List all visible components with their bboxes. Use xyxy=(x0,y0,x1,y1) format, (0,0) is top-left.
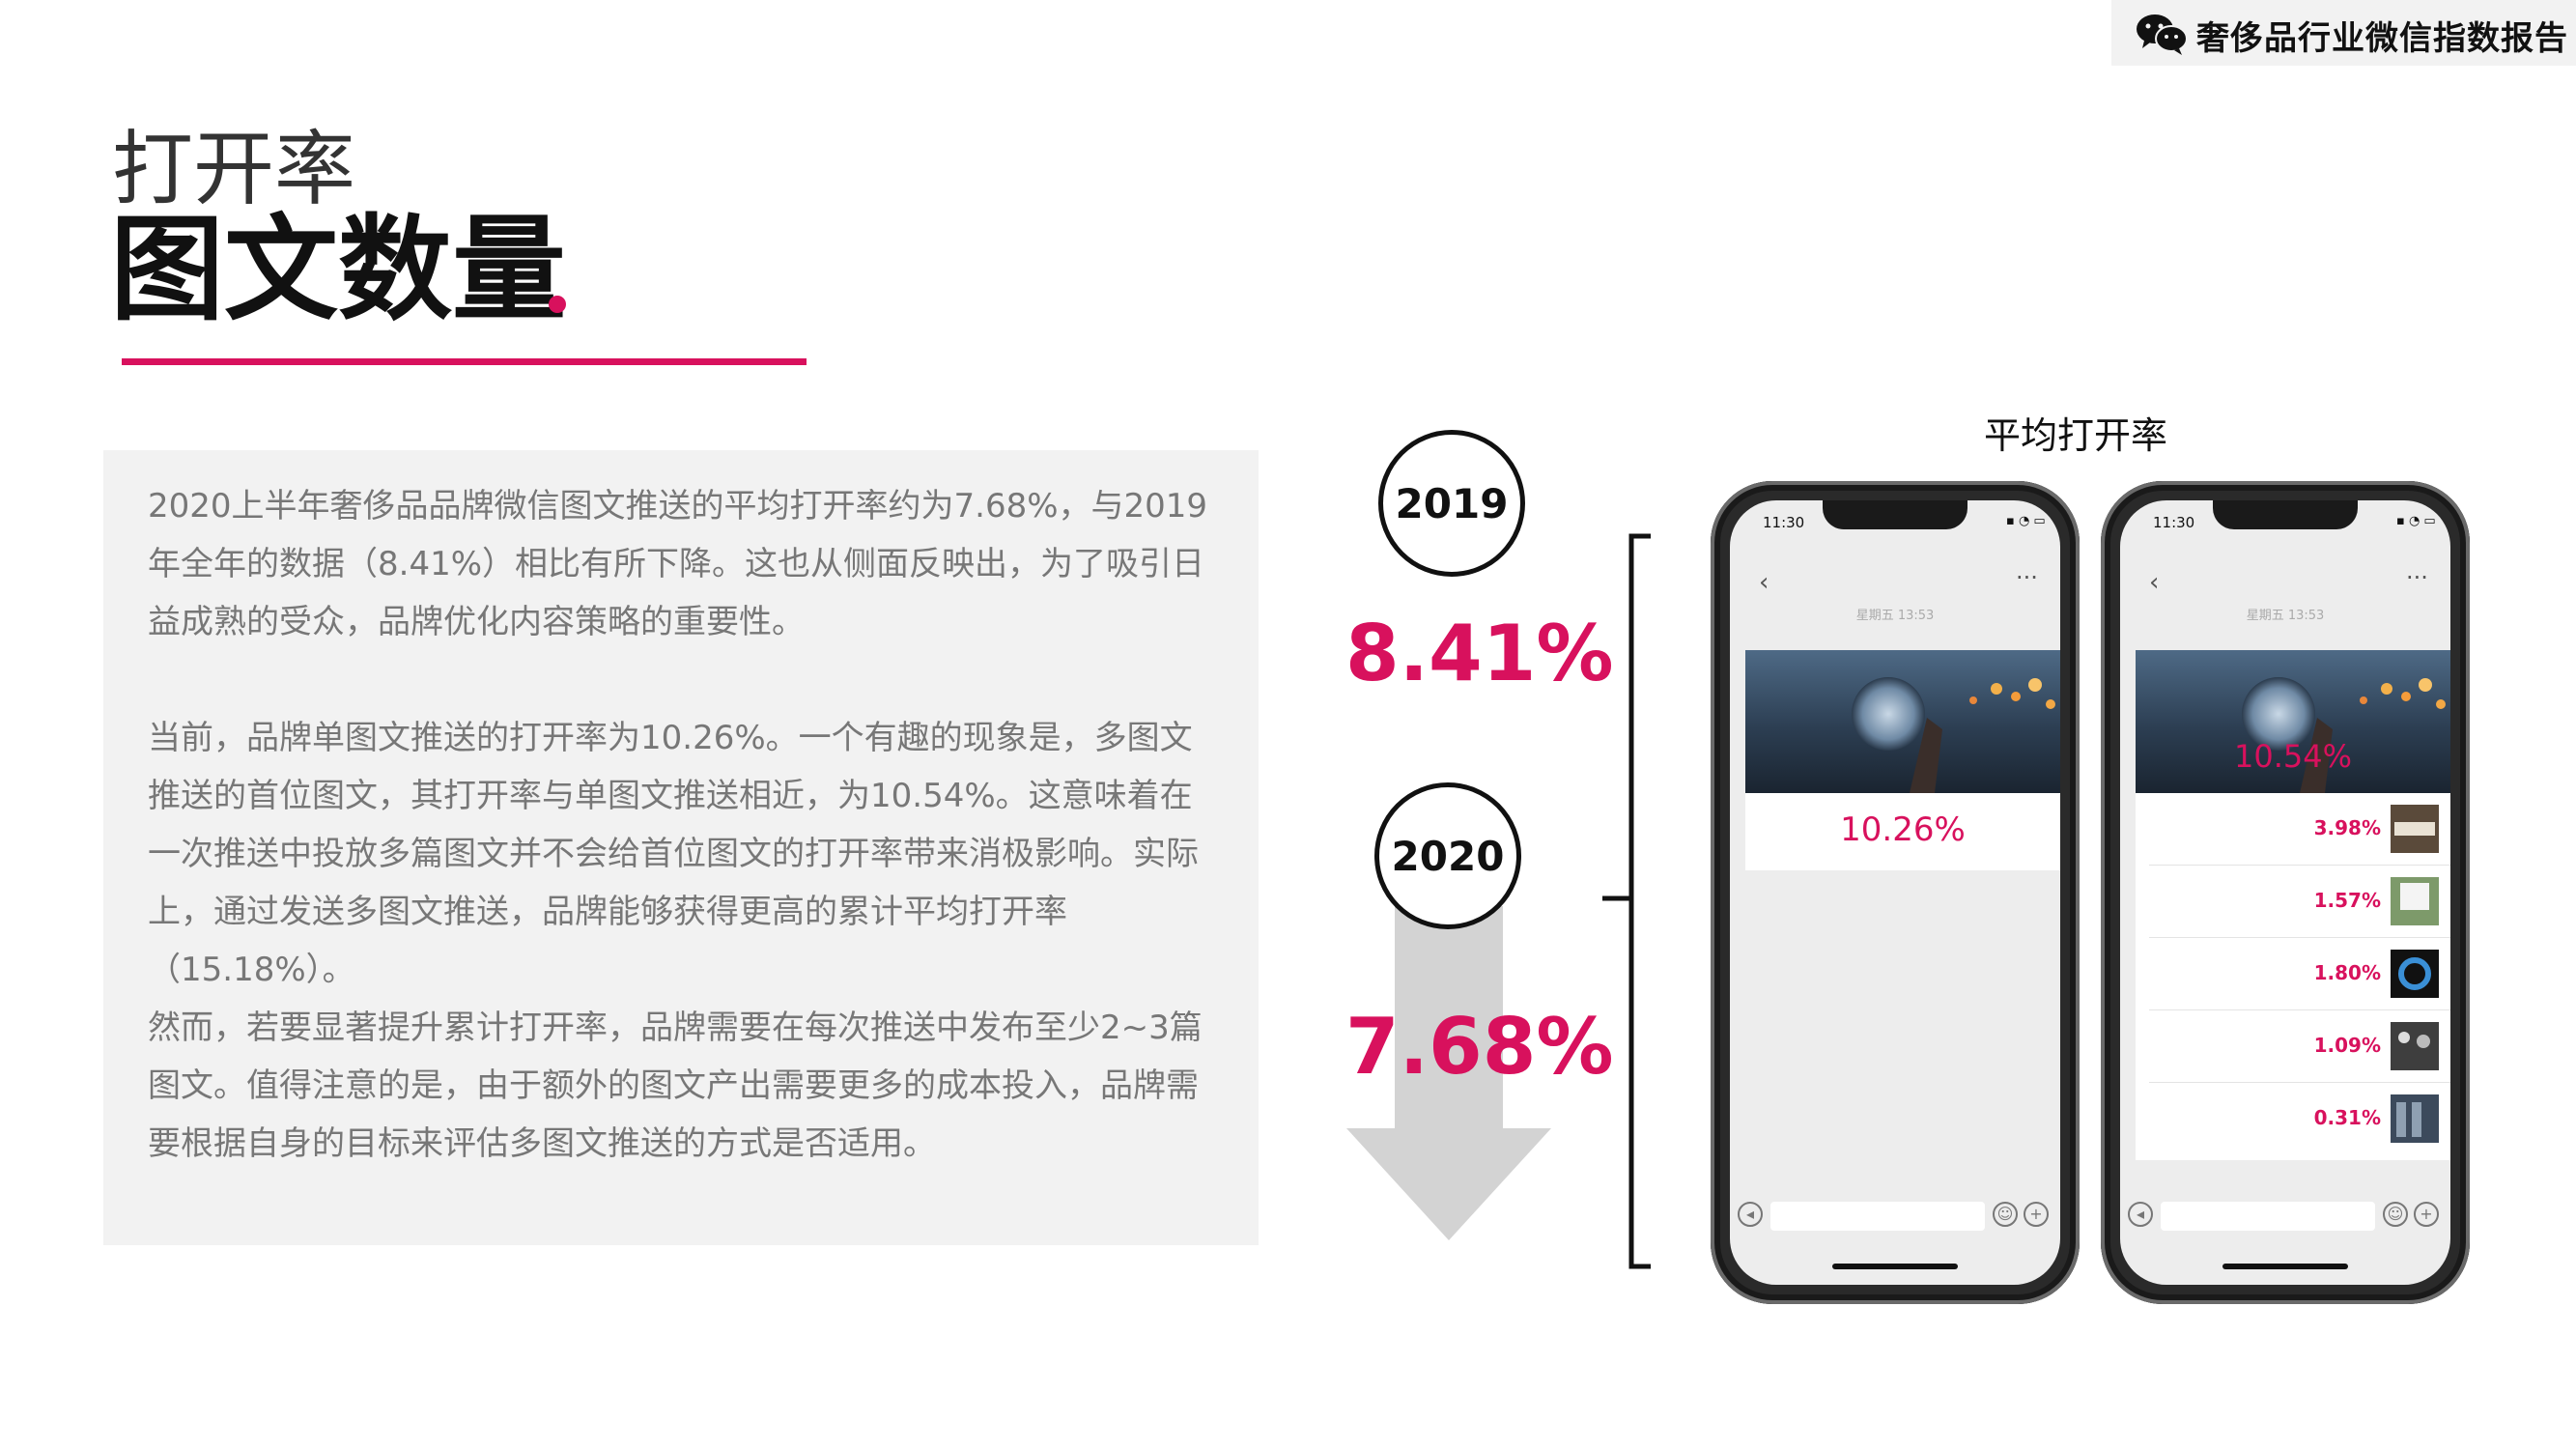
article-list: 3.98% 1.57% 1.80% 1. xyxy=(2136,793,2450,1160)
report-name: 奢侈品行业微信指数报告 xyxy=(2196,19,2568,58)
status-time: 11:30 xyxy=(2153,514,2195,531)
article-cover-image[interactable] xyxy=(2136,650,2450,793)
rate-2020: 7.68% xyxy=(1345,1002,1614,1092)
back-chevron-icon: ‹ xyxy=(2149,568,2160,597)
list-item[interactable]: 1.80% xyxy=(2136,938,2450,1010)
article-cover-image xyxy=(1745,650,2060,793)
report-tag: 奢侈品行业微信指数报告 xyxy=(2111,0,2576,66)
phone-multi-article: 11:30 ▪ ◔ ▭ ‹ ··· 星期五 13:53 10.54% 3 xyxy=(2101,481,2470,1304)
signal-wifi-battery-icon: ▪ ◔ ▭ xyxy=(2396,514,2436,528)
section-subtitle: 打开率 xyxy=(112,122,356,216)
rate-2019: 8.41% xyxy=(1345,609,1614,698)
single-article-rate: 10.26% xyxy=(1840,810,1966,849)
emoji-icon[interactable]: ☺ xyxy=(1993,1202,2018,1227)
paragraph-1: 2020上半年奢侈品品牌微信图文推送的平均打开率约为7.68%，与2019年全年… xyxy=(148,487,1208,641)
chat-input-bar: ◂ ☺ + xyxy=(2120,1198,2450,1236)
status-time: 11:30 xyxy=(1763,514,1805,531)
article-thumbnail xyxy=(2391,805,2439,853)
phone-notch xyxy=(2213,500,2358,529)
home-indicator xyxy=(2222,1264,2348,1269)
year-2019-badge: 2019 xyxy=(1378,430,1525,577)
first-article-rate: 10.54% xyxy=(2233,738,2352,775)
article-card[interactable]: 10.26% xyxy=(1745,793,2060,870)
chat-input-bar: ◂ ☺ + xyxy=(1730,1198,2060,1236)
article-thumbnail xyxy=(2391,1094,2439,1143)
article-thumbnail xyxy=(2391,950,2439,998)
message-date: 星期五 13:53 xyxy=(1855,609,1935,623)
title-underline xyxy=(122,358,807,365)
more-dots-icon: ··· xyxy=(2016,564,2038,591)
message-input[interactable] xyxy=(1770,1202,1985,1231)
article-rate: 1.57% xyxy=(2313,889,2381,912)
list-item[interactable]: 1.57% xyxy=(2136,866,2450,938)
paragraph-3: 然而，若要显著提升累计打开率，品牌需要在每次推送中发布至少2~3篇图文。值得注意… xyxy=(148,1009,1203,1163)
text-panel: 2020上半年奢侈品品牌微信图文推送的平均打开率约为7.68%，与2019年全年… xyxy=(103,450,1259,1245)
list-item[interactable]: 3.98% xyxy=(2136,793,2450,866)
article-rate: 1.80% xyxy=(2313,961,2381,984)
message-date: 星期五 13:53 xyxy=(2246,609,2325,623)
emoji-icon[interactable]: ☺ xyxy=(2383,1202,2408,1227)
title-accent-dot xyxy=(549,296,566,313)
voice-icon[interactable]: ◂ xyxy=(2128,1202,2153,1227)
page-title: 图文数量 xyxy=(110,203,567,336)
phone-screen: 11:30 ▪ ◔ ▭ ‹ ··· 星期五 13:53 10.26% xyxy=(1730,500,2060,1285)
plus-icon[interactable]: + xyxy=(2024,1202,2049,1227)
chart-title: 平均打开率 xyxy=(1984,414,2168,457)
down-arrow-icon xyxy=(1346,906,1551,1240)
signal-wifi-battery-icon: ▪ ◔ ▭ xyxy=(2006,514,2046,528)
article-thumbnail xyxy=(2391,877,2439,925)
year-2020-badge: 2020 xyxy=(1374,782,1521,929)
list-item[interactable]: 1.09% xyxy=(2136,1010,2450,1083)
article-rate: 1.09% xyxy=(2313,1034,2381,1057)
paragraph-2: 当前，品牌单图文推送的打开率为10.26%。一个有趣的现象是，多图文推送的首位图… xyxy=(148,719,1199,989)
phone-notch xyxy=(1823,500,1967,529)
bracket-divider xyxy=(1602,533,1651,1269)
article-rate: 3.98% xyxy=(2313,816,2381,839)
phone-screen: 11:30 ▪ ◔ ▭ ‹ ··· 星期五 13:53 10.54% 3 xyxy=(2120,500,2450,1285)
article-rate: 0.31% xyxy=(2313,1106,2381,1129)
message-input[interactable] xyxy=(2161,1202,2375,1231)
list-item[interactable]: 0.31% xyxy=(2136,1083,2450,1155)
phone-single-article: 11:30 ▪ ◔ ▭ ‹ ··· 星期五 13:53 10.26% xyxy=(1711,481,2080,1304)
article-thumbnail xyxy=(2391,1022,2439,1070)
plus-icon[interactable]: + xyxy=(2414,1202,2439,1227)
back-chevron-icon: ‹ xyxy=(1759,568,1769,597)
voice-icon[interactable]: ◂ xyxy=(1738,1202,1763,1227)
home-indicator xyxy=(1832,1264,1958,1269)
more-dots-icon: ··· xyxy=(2406,564,2428,591)
wechat-icon xyxy=(2137,14,2188,55)
